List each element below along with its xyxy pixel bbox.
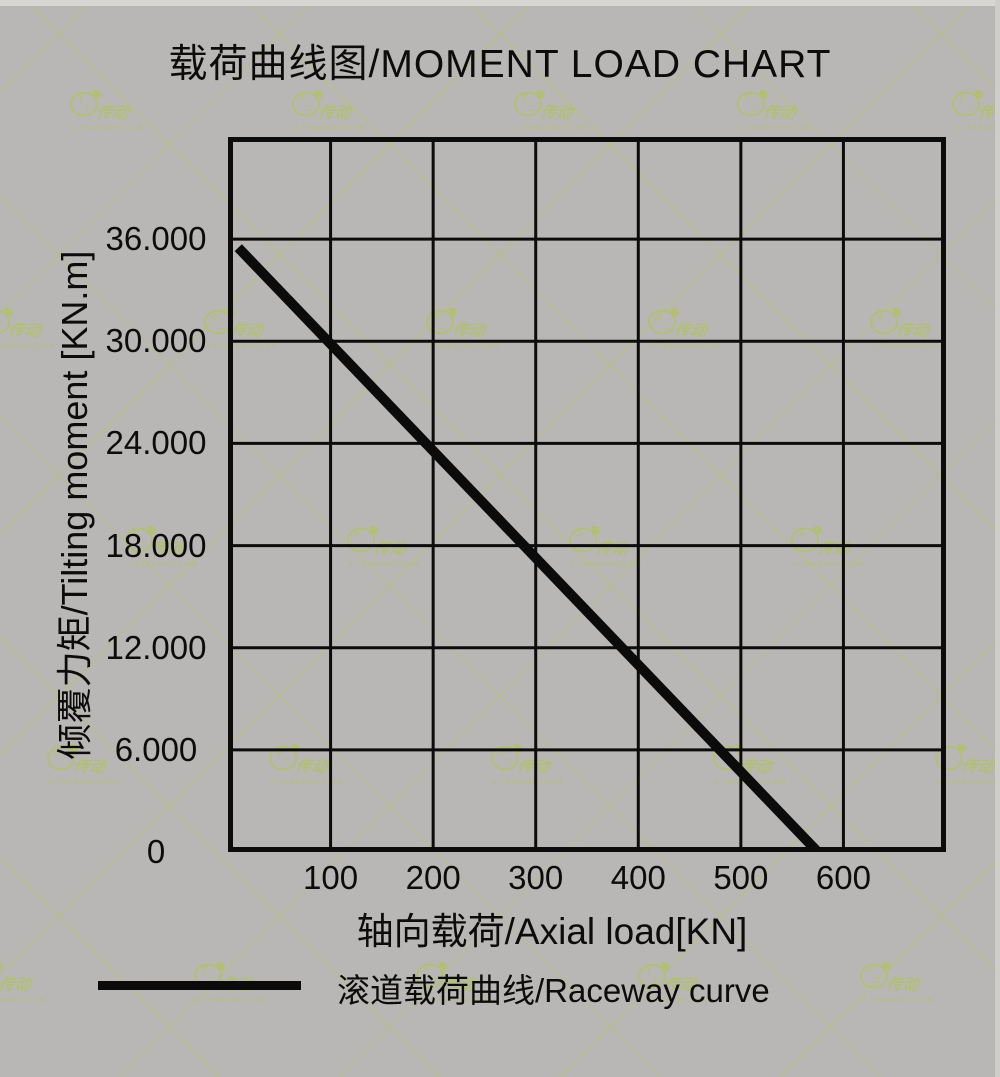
svg-text:不: 不 <box>76 94 85 105</box>
x-tick-label: 100 <box>303 859 359 896</box>
x-tick-label: 400 <box>610 859 666 896</box>
brand-watermark-icon: 不 二 传动 U-TRANSMISSION <box>952 89 1000 132</box>
page-edge-right <box>995 0 1000 1077</box>
svg-text:传动: 传动 <box>95 103 133 122</box>
y-tick-label: 18.000 <box>105 526 207 564</box>
brand-watermark: 不 二 传动 U-TRANSMISSION <box>70 88 156 136</box>
svg-text:传动: 传动 <box>317 103 355 122</box>
brand-watermark-icon: 不 二 传动 U-TRANSMISSION <box>737 89 811 132</box>
svg-text:二: 二 <box>750 104 758 113</box>
svg-text:传动: 传动 <box>762 103 800 122</box>
legend-label: 滚道载荷曲线/Raceway curve <box>337 972 770 1009</box>
brand-watermark: 不 二 传动 U-TRANSMISSION <box>514 88 600 136</box>
svg-text:U-TRANSMISSION: U-TRANSMISSION <box>738 125 811 132</box>
brand-watermark: 不 二 传动 U-TRANSMISSION <box>952 88 1000 136</box>
y-tick-label: 0 <box>146 833 166 870</box>
svg-text:二: 二 <box>0 322 3 331</box>
legend: 滚道载荷曲线/Raceway curve <box>0 960 1000 1020</box>
y-tick-label: 30.000 <box>105 322 207 360</box>
svg-text:不: 不 <box>958 94 967 105</box>
x-axis-title: 轴向载荷/Axial load[KN] <box>356 911 748 952</box>
svg-text:U-TRANSMISSION: U-TRANSMISSION <box>515 125 588 132</box>
x-tick-label: 200 <box>405 859 461 896</box>
brand-watermark-icon: 不 二 传动 U-TRANSMISSION <box>70 89 144 132</box>
svg-text:传动: 传动 <box>960 757 998 776</box>
svg-text:二: 二 <box>948 758 956 767</box>
svg-text:二: 二 <box>965 104 973 113</box>
svg-text:不: 不 <box>520 94 529 105</box>
svg-text:U-TRANSMISSION: U-TRANSMISSION <box>953 125 1000 132</box>
brand-watermark-icon: 不 二 传动 U-TRANSMISSION <box>514 89 588 132</box>
legend-line-swatch <box>98 981 301 990</box>
brand-watermark-icon: 不 二 传动 U-TRANSMISSION <box>292 89 366 132</box>
x-tick-label: 600 <box>815 859 871 896</box>
svg-text:二: 二 <box>527 104 535 113</box>
y-axis-title: 倾覆力矩/Tilting moment [KN.m] <box>54 250 95 760</box>
brand-watermark: 不 二 传动 U-TRANSMISSION <box>737 88 823 136</box>
x-tick-label: 500 <box>713 859 769 896</box>
plot-area <box>228 137 946 852</box>
svg-text:传动: 传动 <box>7 321 45 340</box>
plot-border <box>228 137 946 852</box>
svg-text:U-TRANSMISSION: U-TRANSMISSION <box>293 125 366 132</box>
svg-text:不: 不 <box>298 94 307 105</box>
svg-text:二: 二 <box>305 104 313 113</box>
page-edge-top <box>0 0 1000 6</box>
svg-text:U-TRANSMISSION: U-TRANSMISSION <box>71 125 144 132</box>
svg-text:传动: 传动 <box>539 103 577 122</box>
chart-canvas <box>228 137 946 852</box>
chart-title: 载荷曲线图/MOMENT LOAD CHART <box>168 43 832 86</box>
raceway-curve-line <box>234 244 822 852</box>
brand-watermark: 不 二 传动 U-TRANSMISSION <box>292 88 378 136</box>
x-tick-label: 300 <box>508 859 564 896</box>
y-tick-label: 24.000 <box>105 424 207 462</box>
y-tick-label: 6.000 <box>114 730 198 768</box>
y-tick-label: 12.000 <box>105 628 207 666</box>
y-tick-label: 36.000 <box>105 220 207 258</box>
svg-text:不: 不 <box>743 94 752 105</box>
svg-text:二: 二 <box>83 104 91 113</box>
